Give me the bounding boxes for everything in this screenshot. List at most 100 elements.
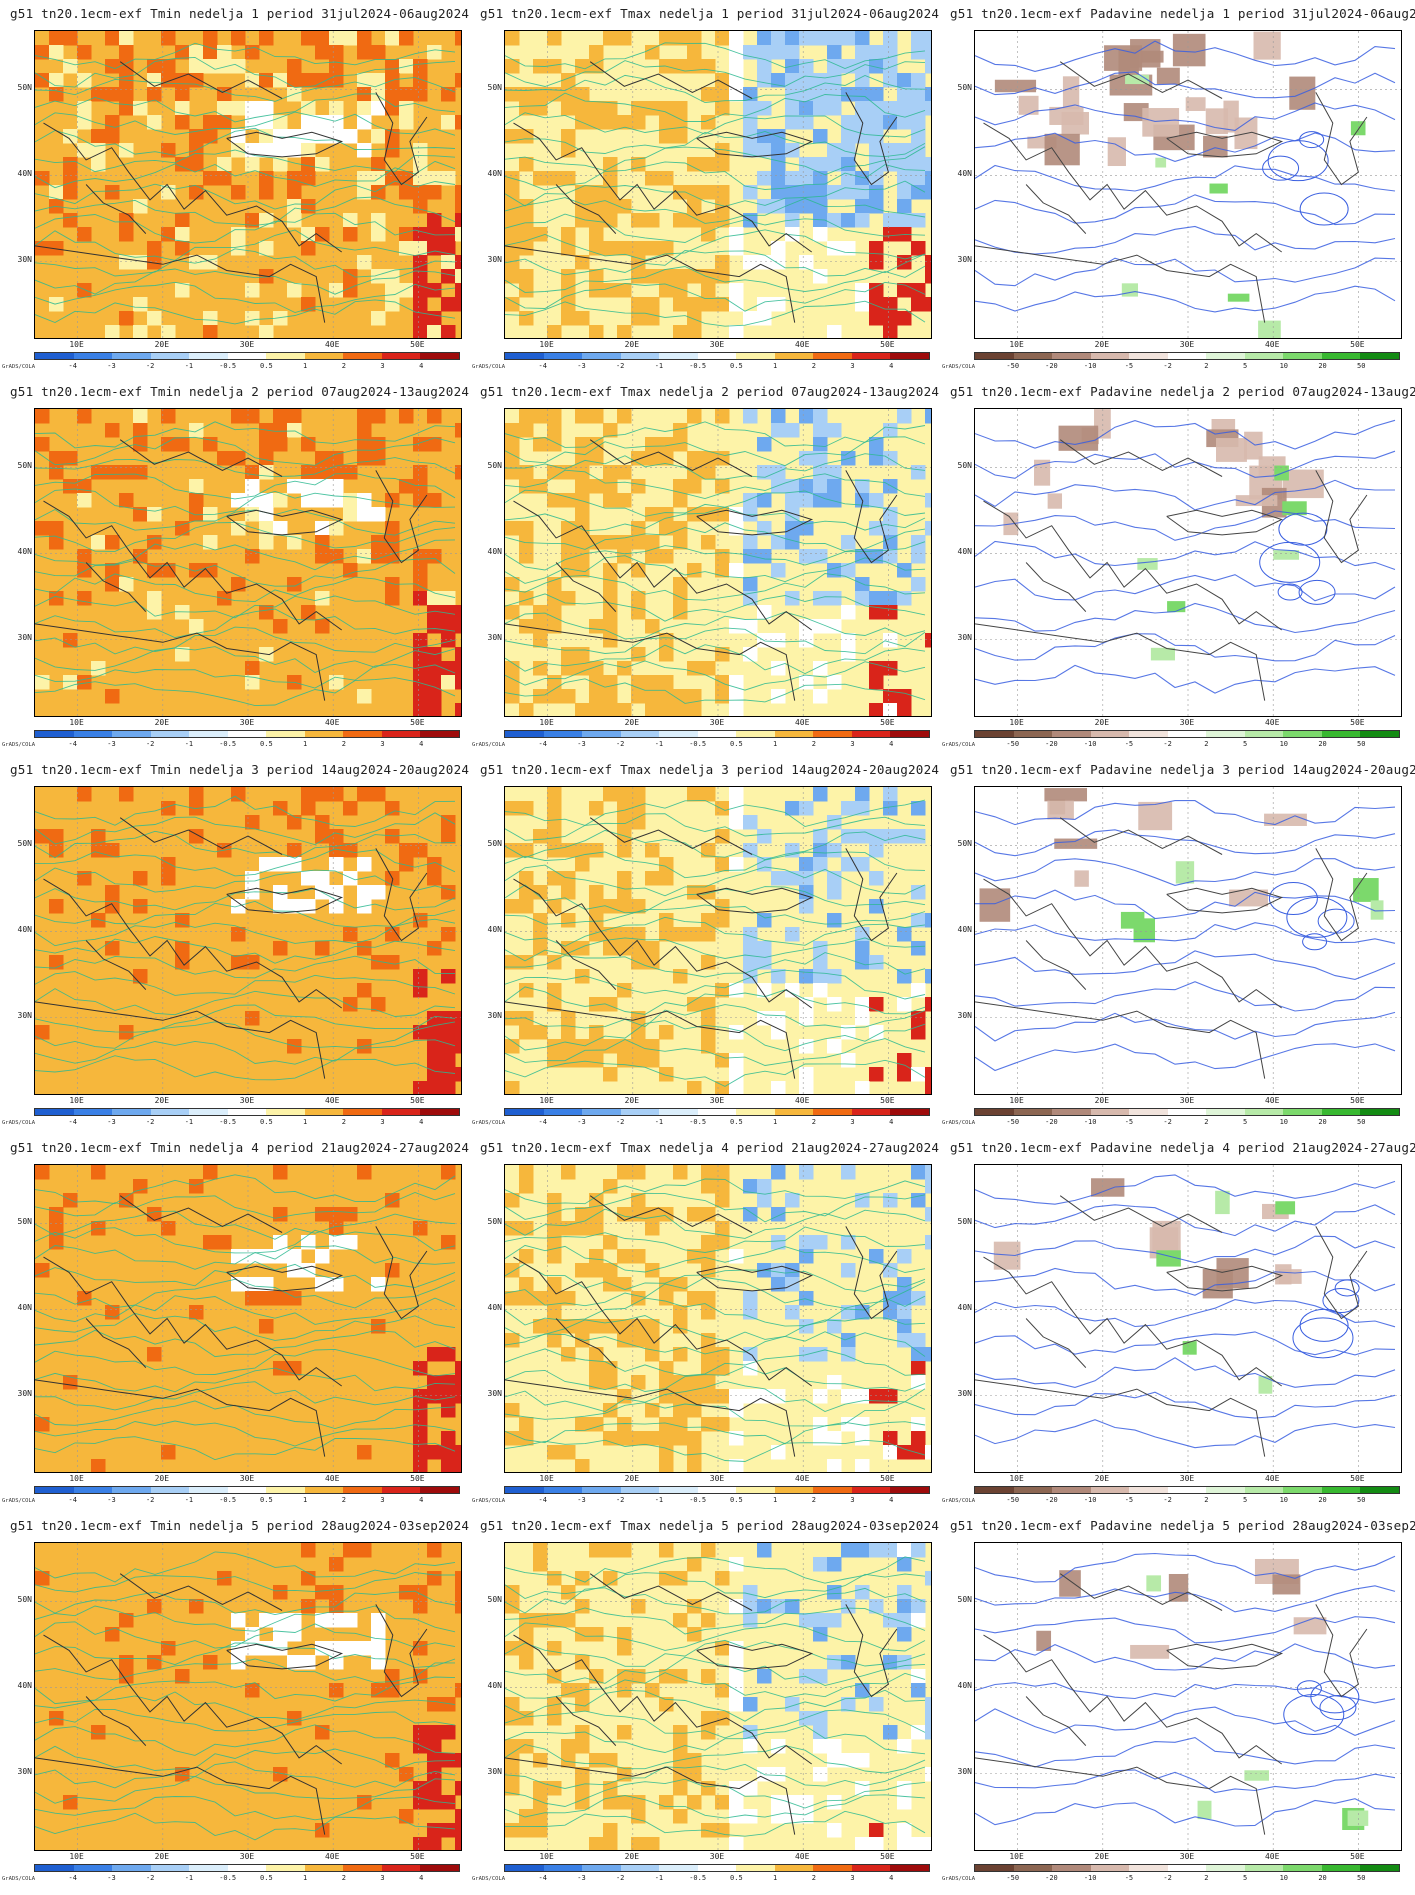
longitude-label: 40E xyxy=(794,340,810,349)
latitude-label: 50N xyxy=(487,839,502,849)
map-area xyxy=(504,30,932,339)
colorbar-tick-label: 2 xyxy=(341,1496,346,1504)
colorbar-swatch xyxy=(420,1865,460,1871)
colorbar-tick-label: -2 xyxy=(145,1496,155,1504)
colorbar-tick-label: -5 xyxy=(1124,362,1134,370)
colorbar-tick-label: 10 xyxy=(1279,1118,1289,1126)
colorbar-swatch xyxy=(1206,731,1245,737)
map-panel-padavine-week-5: g51 tn20.1ecm-exf Padavine nedelja 5 per… xyxy=(940,1512,1415,1890)
colorbar-swatch xyxy=(1321,1865,1361,1871)
colorbar-swatch xyxy=(1360,1109,1400,1115)
colorbar-tick-label: 10 xyxy=(1279,1496,1289,1504)
colorbar-swatch xyxy=(1360,353,1400,359)
colorbar xyxy=(504,352,930,360)
longitude-label: 30E xyxy=(239,1474,255,1483)
colorbar-swatch xyxy=(620,1487,660,1493)
colorbar-tick-label: 4 xyxy=(419,362,424,370)
map-canvas xyxy=(975,1543,1401,1850)
grads-credit: GrADS/COLA xyxy=(2,364,36,370)
colorbar-swatch xyxy=(975,1109,1014,1115)
grads-credit: GrADS/COLA xyxy=(942,1120,976,1126)
longitude-label: 30E xyxy=(239,718,255,727)
colorbar-swatch xyxy=(1321,1109,1361,1115)
colorbar-swatch xyxy=(1360,731,1400,737)
colorbar-swatch xyxy=(1013,1487,1053,1493)
colorbar-swatch xyxy=(697,731,737,737)
map-panel-padavine-week-1: g51 tn20.1ecm-exf Padavine nedelja 1 per… xyxy=(940,0,1415,378)
colorbar-swatch xyxy=(420,1109,460,1115)
colorbar xyxy=(34,1108,460,1116)
colorbar-swatch xyxy=(1090,353,1130,359)
colorbar-swatch xyxy=(304,1865,344,1871)
panel-title: g51 tn20.1ecm-exf Tmin nedelja 2 period … xyxy=(10,384,470,399)
colorbar-swatch xyxy=(112,731,151,737)
colorbar-tick-label: 4 xyxy=(419,1118,424,1126)
latitude-label: 30N xyxy=(487,1767,502,1777)
latitude-label: 30N xyxy=(17,255,32,265)
colorbar-tick-label: 0.5 xyxy=(260,740,273,748)
latitude-label: 50N xyxy=(17,839,32,849)
colorbar xyxy=(974,1486,1400,1494)
colorbar-tick-label: -50 xyxy=(1006,1118,1020,1126)
colorbar-swatch xyxy=(543,1865,583,1871)
colorbar-tick-label: -0.5 xyxy=(689,740,707,748)
colorbar-swatch xyxy=(582,1487,621,1493)
colorbar-swatch xyxy=(1283,353,1322,359)
latitude-label: 50N xyxy=(487,83,502,93)
colorbar-tick-label: 3 xyxy=(850,1496,855,1504)
colorbar xyxy=(34,1486,460,1494)
colorbar-tick-label: -20 xyxy=(1045,740,1058,748)
colorbar-swatch xyxy=(1244,1487,1284,1493)
panel-title: g51 tn20.1ecm-exf Tmin nedelja 3 period … xyxy=(10,762,470,777)
colorbar-swatch xyxy=(1013,731,1053,737)
colorbar-tick-label: -1 xyxy=(184,1496,194,1504)
colorbar-tick-label: -0.5 xyxy=(689,1496,707,1504)
colorbar-tick-label: 3 xyxy=(380,1118,385,1126)
colorbar-tick-label: -3 xyxy=(577,1118,586,1126)
longitude-label: 10E xyxy=(539,340,554,349)
colorbar-tick-label: -3 xyxy=(107,1496,116,1504)
colorbar-swatch xyxy=(659,1487,698,1493)
panel-title: g51 tn20.1ecm-exf Tmin nedelja 1 period … xyxy=(10,6,470,21)
colorbar-swatch xyxy=(1090,1487,1130,1493)
colorbar-swatch xyxy=(543,731,583,737)
panel-title: g51 tn20.1ecm-exf Padavine nedelja 2 per… xyxy=(950,384,1415,399)
colorbar-tick-label: -2 xyxy=(1163,362,1172,370)
colorbar-swatch xyxy=(736,1487,775,1493)
colorbar-tick-label: -5 xyxy=(1124,740,1134,748)
colorbar-tick-label: 10 xyxy=(1279,362,1289,370)
colorbar xyxy=(974,1108,1400,1116)
longitude-label: 10E xyxy=(539,1096,554,1105)
colorbar-swatch xyxy=(1052,1109,1091,1115)
colorbar-swatch xyxy=(1167,731,1207,737)
colorbar-tick-label: 1 xyxy=(772,362,778,370)
map-panel-tmax-week-4: g51 tn20.1ecm-exf Tmax nedelja 4 period … xyxy=(470,1134,940,1512)
colorbar-swatch xyxy=(266,1109,305,1115)
map-area xyxy=(504,1542,932,1851)
panel-title: g51 tn20.1ecm-exf Tmax nedelja 5 period … xyxy=(480,1518,940,1533)
colorbar-swatch xyxy=(851,1109,891,1115)
colorbar-tick-label: -10 xyxy=(1083,1496,1097,1504)
colorbar-swatch xyxy=(1206,353,1245,359)
longitude-label: 20E xyxy=(1094,1474,1110,1483)
longitude-label: 20E xyxy=(154,340,170,349)
longitude-label: 30E xyxy=(709,340,725,349)
colorbar-swatch xyxy=(736,353,775,359)
longitude-label: 50E xyxy=(410,718,425,727)
latitude-label: 40N xyxy=(957,1303,972,1313)
colorbar-swatch xyxy=(975,1487,1014,1493)
colorbar-swatch xyxy=(1360,1487,1400,1493)
colorbar-swatch xyxy=(697,1109,737,1115)
colorbar-tick-label: 1 xyxy=(302,1118,308,1126)
colorbar-swatch xyxy=(697,353,737,359)
longitude-label: 50E xyxy=(1350,718,1365,727)
colorbar-tick-label: 1 xyxy=(302,1874,308,1882)
longitude-label: 40E xyxy=(794,1096,810,1105)
colorbar-swatch xyxy=(73,731,113,737)
colorbar-swatch xyxy=(890,1487,930,1493)
colorbar-swatch xyxy=(420,353,460,359)
colorbar-tick-label: 3 xyxy=(850,1118,855,1126)
colorbar-tick-label: 10 xyxy=(1279,740,1289,748)
longitude-label: 50E xyxy=(410,340,425,349)
longitude-label: 20E xyxy=(624,340,640,349)
